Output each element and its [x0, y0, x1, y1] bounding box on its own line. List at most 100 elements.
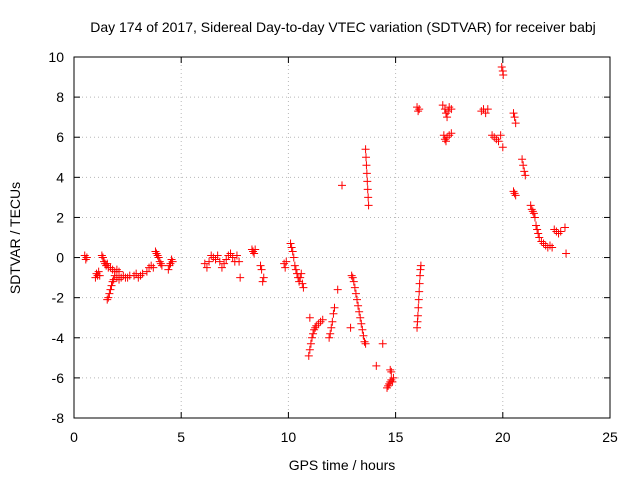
- x-tick-label: 0: [70, 429, 78, 445]
- y-tick-label: 6: [56, 129, 64, 145]
- data-point: [209, 253, 218, 262]
- data-point: [384, 381, 393, 390]
- data-point: [215, 257, 224, 266]
- x-tick-label: 15: [388, 429, 404, 445]
- data-point: [220, 259, 229, 268]
- data-point: [511, 191, 520, 200]
- data-point: [356, 313, 365, 322]
- y-tick-label: 4: [56, 169, 64, 185]
- data-point: [222, 255, 231, 264]
- data-point: [414, 107, 423, 116]
- data-point: [288, 247, 297, 256]
- data-point: [295, 277, 304, 286]
- data-point: [521, 171, 530, 180]
- data-point: [348, 273, 357, 282]
- data-point: [205, 257, 214, 266]
- data-point: [388, 377, 397, 386]
- data-point: [200, 259, 209, 268]
- data-point: [330, 303, 339, 312]
- data-point: [378, 339, 387, 348]
- data-point: [529, 209, 538, 218]
- data-point: [362, 153, 371, 162]
- data-point: [107, 281, 116, 290]
- data-point: [492, 135, 501, 144]
- data-point: [527, 205, 536, 214]
- data-point: [280, 259, 289, 268]
- data-point: [224, 251, 233, 260]
- data-point: [520, 167, 529, 176]
- data-point: [257, 265, 266, 274]
- data-point: [314, 319, 323, 328]
- data-point: [82, 253, 91, 262]
- data-point: [164, 265, 173, 274]
- data-point: [291, 265, 300, 274]
- data-point: [509, 109, 518, 118]
- grid-lines: [74, 57, 610, 418]
- data-point: [533, 225, 542, 234]
- data-point: [445, 131, 454, 140]
- data-point: [236, 273, 245, 282]
- data-point: [147, 261, 156, 270]
- data-point: [249, 247, 258, 256]
- data-point: [387, 367, 396, 376]
- data-point: [157, 261, 166, 270]
- x-tick-label: 25: [602, 429, 618, 445]
- data-point: [94, 267, 103, 276]
- x-tick-label: 10: [281, 429, 297, 445]
- data-point: [490, 133, 499, 142]
- x-axis-label: GPS time / hours: [289, 457, 396, 473]
- data-point: [165, 261, 174, 270]
- data-point: [299, 283, 308, 292]
- data-point: [362, 161, 371, 170]
- data-point: [526, 201, 535, 210]
- data-point: [447, 129, 456, 138]
- data-point: [287, 243, 296, 252]
- data-point: [134, 273, 143, 282]
- data-point: [296, 273, 305, 282]
- y-tick-label: -4: [52, 330, 65, 346]
- data-point: [483, 105, 492, 114]
- data-point: [123, 273, 132, 282]
- data-point: [488, 131, 497, 140]
- data-point: [338, 181, 346, 190]
- data-point: [355, 307, 364, 316]
- data-point: [534, 229, 543, 238]
- data-point: [498, 143, 507, 152]
- data-point: [166, 259, 175, 268]
- data-point: [444, 107, 453, 116]
- data-point: [115, 275, 124, 284]
- data-point: [481, 109, 490, 118]
- data-point: [326, 329, 335, 338]
- data-point: [327, 323, 336, 332]
- data-point: [518, 155, 527, 164]
- data-point: [106, 285, 115, 294]
- data-point: [416, 261, 425, 270]
- data-point: [349, 277, 358, 286]
- data-points: [80, 63, 571, 392]
- data-point: [309, 329, 318, 338]
- data-point: [155, 257, 164, 266]
- data-point: [364, 193, 373, 202]
- data-point: [211, 255, 220, 264]
- data-point: [414, 303, 423, 312]
- data-point: [81, 255, 90, 264]
- y-tick-label: -6: [52, 370, 65, 386]
- data-point: [372, 361, 381, 370]
- data-point: [167, 255, 176, 264]
- data-point: [333, 285, 342, 294]
- data-point: [156, 259, 165, 268]
- data-point: [364, 201, 373, 210]
- data-point: [304, 351, 313, 360]
- data-point: [556, 227, 565, 236]
- data-point: [350, 283, 359, 292]
- data-point: [351, 289, 360, 298]
- data-point: [554, 229, 563, 238]
- data-point: [363, 185, 372, 194]
- data-point: [530, 213, 539, 222]
- data-point: [318, 315, 327, 324]
- data-point: [497, 63, 506, 72]
- data-point: [562, 249, 571, 258]
- data-point: [441, 109, 450, 118]
- data-point: [100, 257, 109, 266]
